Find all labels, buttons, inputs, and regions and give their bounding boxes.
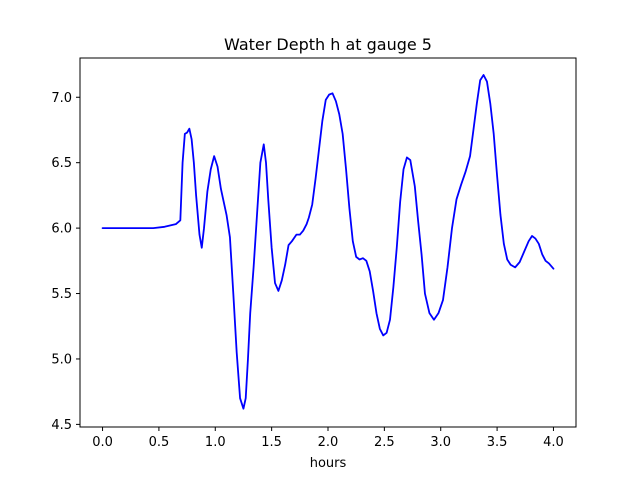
x-tick-label: 3.0	[430, 435, 451, 450]
y-tick-label: 5.5	[51, 287, 72, 302]
x-tick-label: 0.0	[92, 435, 113, 450]
series-line-0	[101, 74, 555, 410]
x-tick-label: 3.5	[487, 435, 508, 450]
plot-area: 0.0 0.5 1.0 1.5 2.0 2.5 3.0 3.5 4.0 4.5 5.0 5.5 6.0 6…	[51, 57, 577, 450]
x-tick-label: 2.5	[374, 435, 395, 450]
x-tick-label: 2.0	[318, 435, 339, 450]
y-tick-label: 6.0	[51, 222, 72, 237]
x-axis-label: hours	[310, 456, 347, 471]
chart-title: Water Depth h at gauge 5	[224, 35, 432, 54]
x-tick-label: 0.5	[149, 435, 170, 450]
x-tick-label: 4.0	[543, 435, 564, 450]
y-tick-label: 4.5	[51, 418, 72, 433]
y-tick-label: 6.5	[51, 156, 72, 171]
y-tick-label: 7.0	[51, 91, 72, 106]
x-tick-label: 1.5	[261, 435, 282, 450]
x-tick-label: 1.0	[205, 435, 226, 450]
y-tick-label: 5.0	[51, 352, 72, 367]
